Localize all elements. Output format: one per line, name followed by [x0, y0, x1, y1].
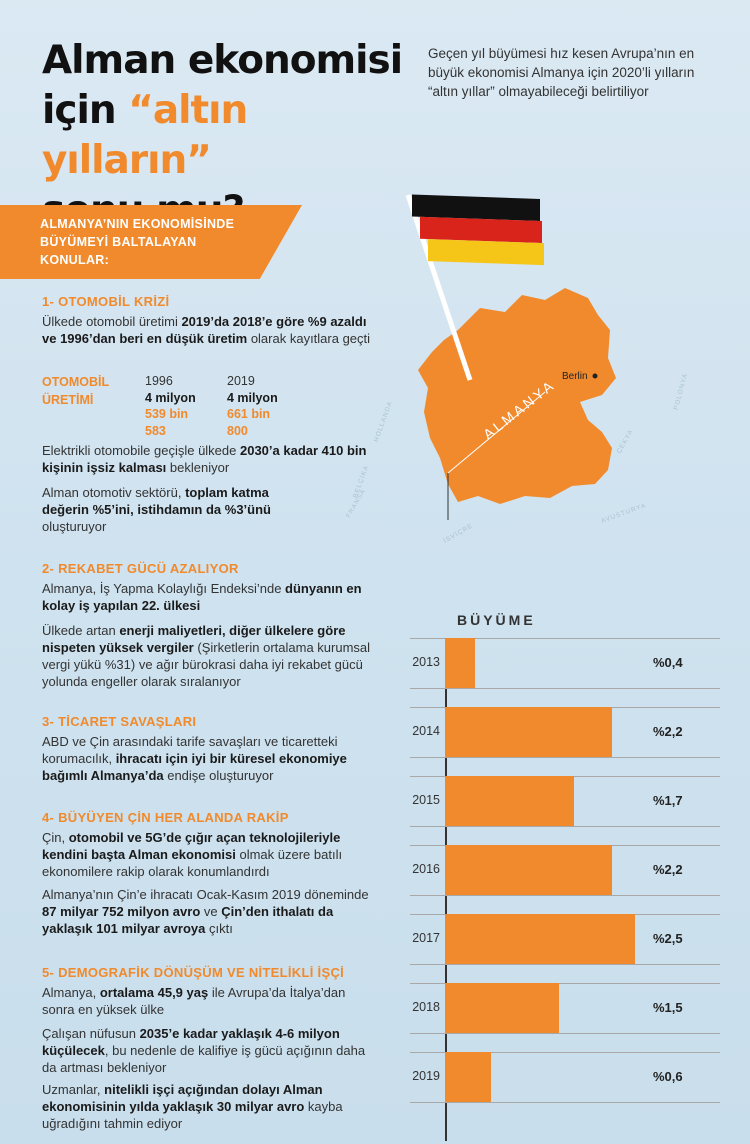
chart-gridline: [410, 983, 720, 984]
chart-value-label: %1,7: [653, 793, 683, 808]
section-5-paragraph-1: Almanya, ortalama 45,9 yaş ile Avrupa’da…: [42, 985, 346, 1017]
chart-value-label: %0,4: [653, 655, 683, 670]
chart-value-label: %1,5: [653, 1000, 683, 1015]
production-2019: 2019 4 milyon 661 bin 800: [227, 374, 278, 438]
chart-gridline: [410, 1052, 720, 1053]
chart-category-label: 2017: [412, 931, 440, 945]
page-subtitle: Geçen yıl büyümesi hız kesen Avrupa’nın …: [428, 46, 695, 99]
section-5-paragraph-3: Uzmanlar, nitelikli işçi açığından dolay…: [42, 1082, 343, 1131]
chart-bar-2014: [445, 707, 613, 757]
section-2-heading: 2- REKABET GÜCÜ AZALIYOR: [42, 561, 239, 576]
title-highlight: “altın yılların”: [42, 88, 248, 183]
chart-value-label: %2,2: [653, 724, 683, 739]
section-4-heading: 4- BÜYÜYEN ÇİN HER ALANDA RAKİP: [42, 810, 289, 825]
chart-gridline: [410, 895, 720, 896]
chart-gridline: [410, 845, 720, 846]
chart-bar-2019: [445, 1052, 491, 1102]
chart-gridline: [410, 914, 720, 915]
topics-banner: [0, 205, 302, 279]
section-5-paragraph-2: Çalışan nüfusun 2035’e kadar yaklaşık 4-…: [42, 1026, 366, 1075]
chart-title: BÜYÜME: [457, 612, 536, 628]
chart-axis: [445, 638, 447, 1141]
chart-gridline: [410, 707, 720, 708]
banner-line-3: KONULAR:: [40, 253, 110, 267]
chart-gridline: [410, 776, 720, 777]
section-3-paragraph-1: ABD ve Çin arasındaki tarife savaşları v…: [42, 734, 347, 783]
chart-bar-2018: [445, 983, 559, 1033]
chart-gridline: [410, 757, 720, 758]
germany-shape: [418, 288, 616, 504]
chart-category-label: 2018: [412, 1000, 440, 1014]
section-4-paragraph-1: Çin, otomobil ve 5G’de çığır açan teknol…: [42, 830, 343, 879]
production-stat-label: OTOMOBİL ÜRETİMİ: [42, 375, 110, 407]
chart-bar-2017: [445, 914, 635, 964]
chart-gridline: [410, 964, 720, 965]
berlin-dot: [592, 373, 598, 379]
title-line-2: için “altın yılların”: [42, 86, 422, 186]
city-label: Berlin: [562, 371, 588, 382]
banner-line-1: ALMANYA’NIN EKONOMİSİNDE: [40, 217, 235, 231]
production-1996: 1996 4 milyon 539 bin 583: [145, 374, 196, 438]
chart-bar-2013: [445, 638, 476, 688]
chart-value-label: %2,5: [653, 931, 683, 946]
section-2-paragraph-1: Almanya, İş Yapma Kolaylığı Endeksi’nde …: [42, 581, 362, 613]
chart-gridline: [410, 638, 720, 639]
chart-category-label: 2013: [412, 655, 440, 669]
section-1-heading: 1- OTOMOBİL KRİZİ: [42, 294, 170, 309]
section-4-paragraph-2: Almanya’nın Çin’e ihracatı Ocak-Kasım 20…: [42, 887, 369, 936]
chart-value-label: %0,6: [653, 1069, 683, 1084]
chart-category-label: 2016: [412, 862, 440, 876]
flag-pole: [405, 194, 473, 381]
chart-gridline: [410, 1102, 720, 1103]
section-2-paragraph-2: Ülkede artan enerji maliyetleri, diğer ü…: [42, 623, 371, 689]
chart-category-label: 2019: [412, 1069, 440, 1083]
section-3-heading: 3- TİCARET SAVAŞLARI: [42, 714, 197, 729]
chart-gridline: [410, 1033, 720, 1034]
section-1-paragraph-1: Ülkede otomobil üretimi 2019’da 2018’e g…: [42, 314, 371, 346]
topics-banner-text: ALMANYA’NIN EKONOMİSİNDE BÜYÜMEYİ BALTAL…: [40, 215, 280, 269]
chart-category-label: 2015: [412, 793, 440, 807]
title-line-1: Alman ekonomisi: [42, 38, 403, 83]
chart-bar-2015: [445, 776, 575, 826]
chart-gridline: [410, 688, 720, 689]
section-5-heading: 5- DEMOGRAFİK DÖNÜŞÜM VE NİTELİKLİ İŞÇİ: [42, 965, 345, 980]
chart-category-label: 2014: [412, 724, 440, 738]
chart-gridline: [410, 826, 720, 827]
chart-bar-2016: [445, 845, 613, 895]
section-1-paragraph-3: Alman otomotiv sektörü, toplam katma değ…: [42, 485, 271, 534]
germany-flag: [412, 194, 544, 266]
country-pointer-diag: [447, 391, 546, 474]
germany-map-graphic: ALMANYA Berlin: [405, 194, 616, 520]
section-1-paragraph-2: Elektrikli otomobile geçişle ülkede 2030…: [42, 443, 367, 475]
title-line-2-pre: için: [42, 88, 129, 133]
chart-value-label: %2,2: [653, 862, 683, 877]
germany-map: ALMANYA Berlin HOLLANDA BELÇİKA FRANSA İ…: [340, 180, 730, 545]
banner-line-2: BÜYÜMEYİ BALTALAYAN: [40, 235, 197, 249]
